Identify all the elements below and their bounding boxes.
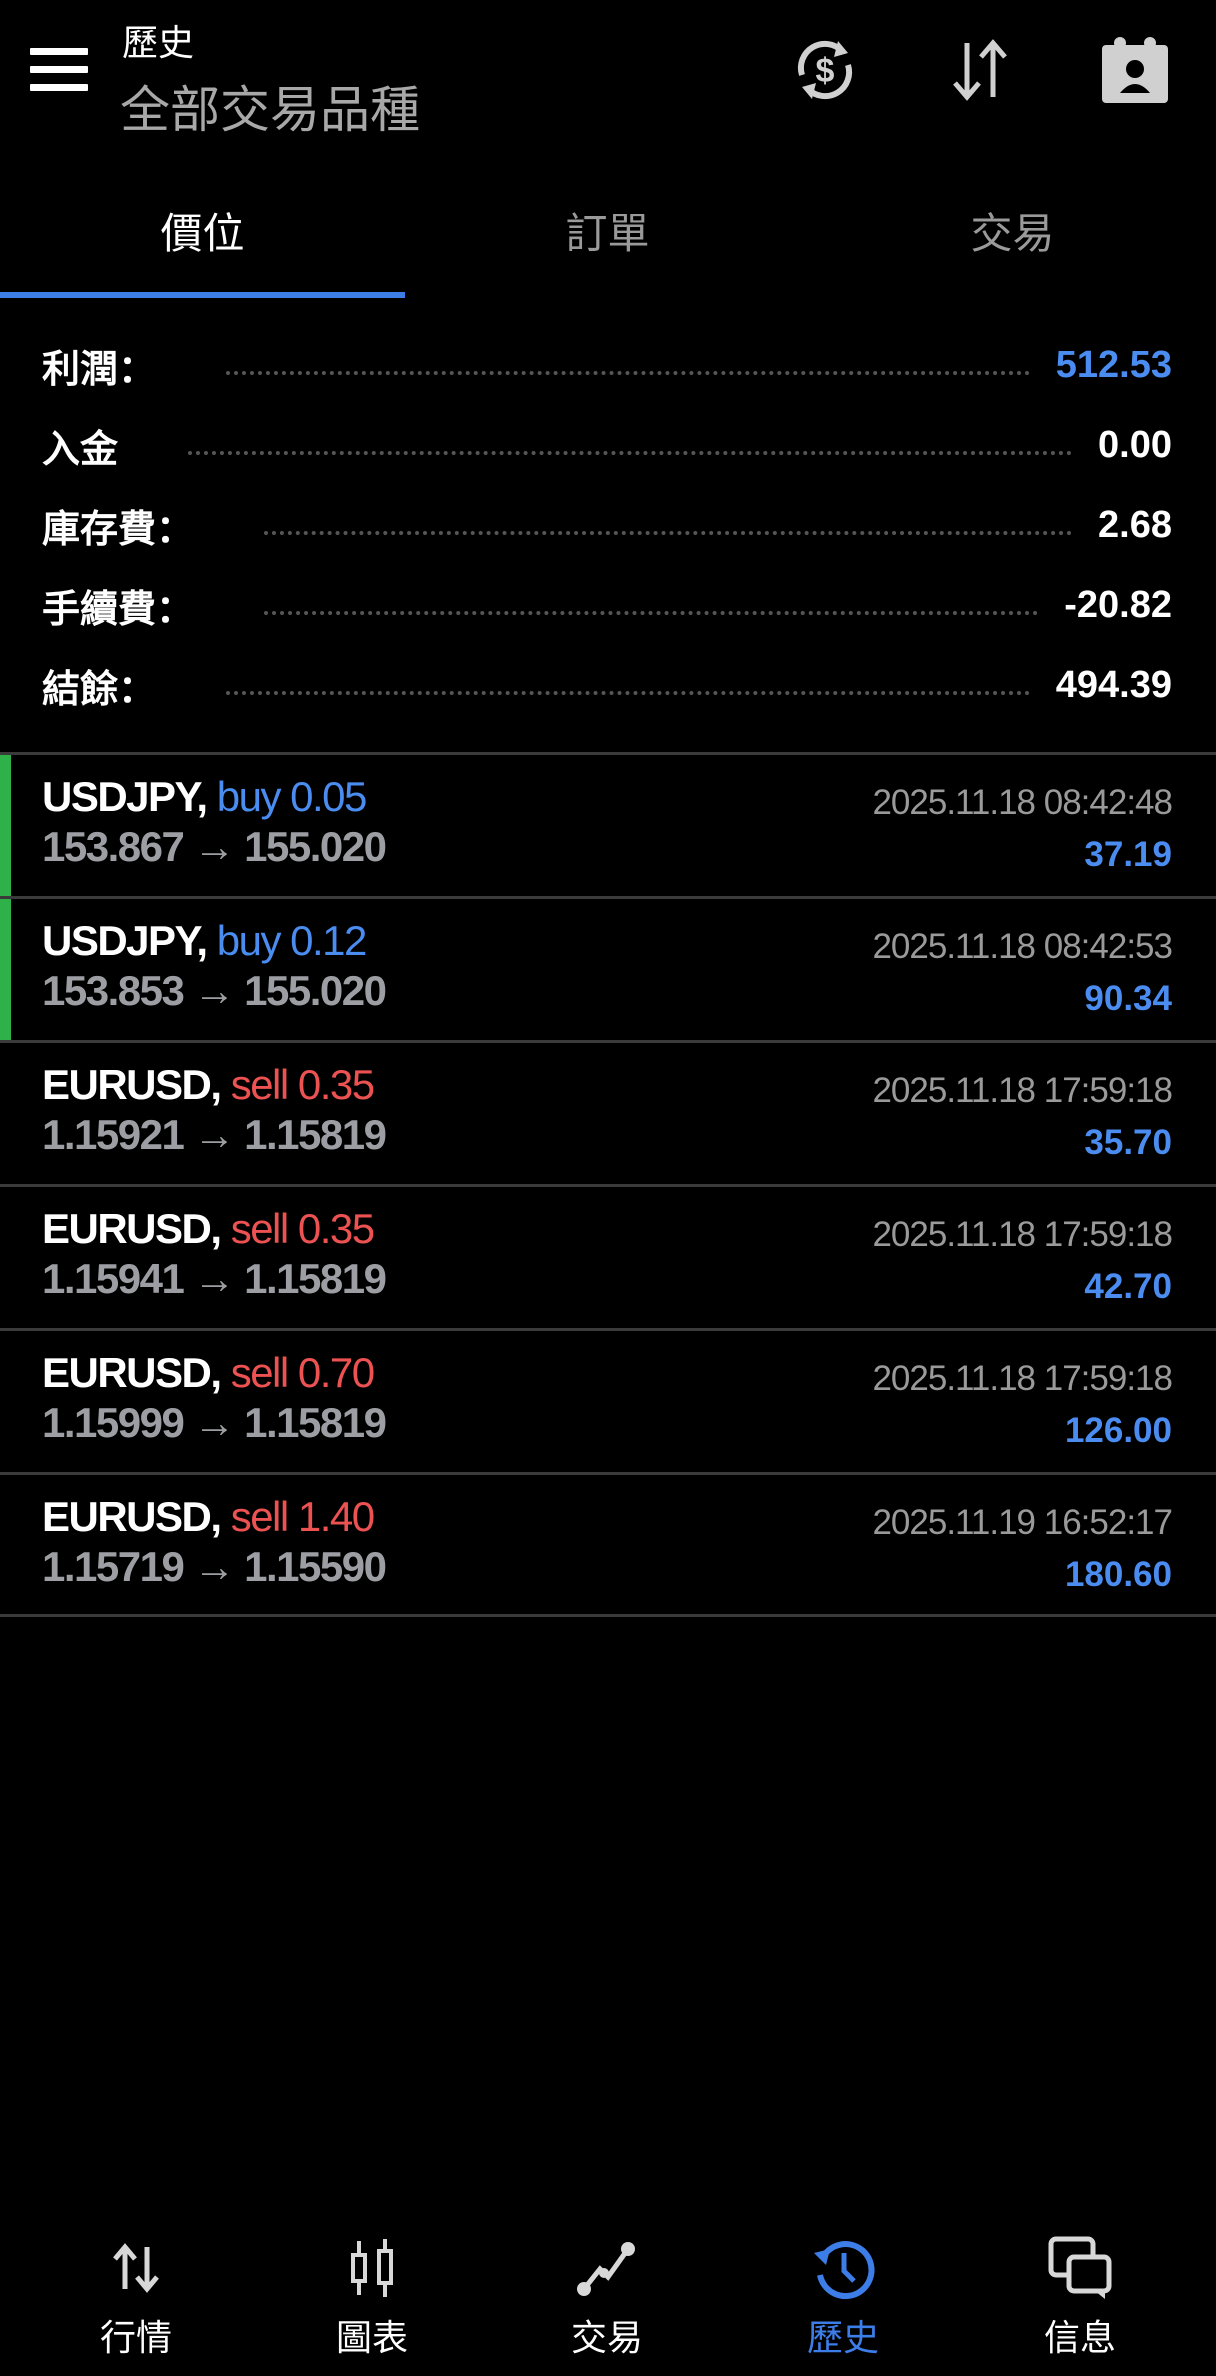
currency-exchange-button[interactable]: $ (790, 35, 860, 105)
trade-icon (577, 2242, 635, 2296)
summary-value: 494.39 (1055, 663, 1172, 706)
active-tab-indicator (0, 292, 405, 298)
deal-row[interactable]: USDJPY, buy 0.05 153.867 → 155.020 2025.… (0, 752, 1216, 896)
summary-value: 512.53 (1055, 343, 1172, 386)
deal-prices: 153.853 → 155.020 (42, 967, 387, 1014)
dotted-leader (264, 611, 1039, 615)
deal-prices: 1.15719 → 1.15590 (42, 1543, 387, 1590)
chart-icon (351, 2239, 393, 2297)
summary-value: 0.00 (1098, 423, 1172, 466)
deal-profit: 37.19 (1084, 835, 1172, 874)
quotes-icon (113, 2243, 159, 2293)
nav-trade[interactable]: 交易 (507, 2235, 707, 2361)
deal-prices: 1.15921 → 1.15819 (42, 1111, 387, 1158)
tab-positions[interactable]: 價位 (160, 210, 245, 257)
deal-time: 2025.11.18 08:42:53 (872, 927, 1173, 966)
nav-history[interactable]: 歷史 (743, 2235, 943, 2361)
summary-row: 利潤： 512.53 (42, 335, 1172, 395)
symbol-filter[interactable]: 全部交易品種 (120, 82, 420, 138)
summary-value: -20.82 (1064, 583, 1172, 626)
deal-profit: 180.60 (1064, 1555, 1172, 1594)
nav-label: 信息 (1043, 2317, 1116, 2358)
deal-time: 2025.11.18 17:59:18 (872, 1215, 1173, 1254)
dotted-leader (226, 691, 1030, 695)
deal-time: 2025.11.18 17:59:18 (872, 1359, 1173, 1398)
nav-messages[interactable]: 信息 (980, 2235, 1180, 2361)
summary-label: 利潤： (42, 348, 157, 391)
open-marker (0, 899, 11, 1040)
deal-row[interactable]: EURUSD, sell 0.35 1.15941 → 1.15819 2025… (0, 1184, 1216, 1328)
nav-label: 歷史 (806, 2317, 879, 2358)
deal-symbol: EURUSD, (42, 1061, 222, 1108)
dotted-leader (264, 531, 1073, 535)
summary-row: 手續費： -20.82 (42, 575, 1172, 635)
deal-prices: 153.867 → 155.020 (42, 823, 387, 870)
history-icon (814, 2241, 875, 2299)
summary-label: 入金 (42, 428, 119, 471)
summary-label: 手續費： (42, 588, 195, 631)
deal-row[interactable]: USDJPY, buy 0.12 153.853 → 155.020 2025.… (0, 896, 1216, 1040)
deal-row[interactable]: EURUSD, sell 1.40 1.15719 → 1.15590 2025… (0, 1472, 1216, 1616)
dotted-leader (188, 451, 1073, 455)
summary-row: 入金 0.00 (42, 415, 1172, 475)
deal-symbol: EURUSD, (42, 1349, 222, 1396)
deal-symbol: EURUSD, (42, 1493, 222, 1540)
nav-label: 行情 (99, 2317, 172, 2358)
contact-card-icon (1102, 37, 1168, 103)
tab-deals[interactable]: 交易 (970, 210, 1055, 257)
nav-quotes[interactable]: 行情 (36, 2235, 236, 2361)
sort-icon (953, 39, 1007, 101)
deal-symbol: EURUSD, (42, 1205, 222, 1252)
divider (0, 1614, 1216, 1617)
deal-side-volume: sell 0.70 (230, 1349, 375, 1396)
dotted-leader (226, 371, 1030, 375)
deal-prices: 1.15941 → 1.15819 (42, 1255, 387, 1302)
deal-row[interactable]: EURUSD, sell 0.35 1.15921 → 1.15819 2025… (0, 1040, 1216, 1184)
open-marker (0, 755, 11, 896)
deal-profit: 126.00 (1064, 1411, 1172, 1450)
deal-symbol: USDJPY, (42, 917, 208, 964)
sort-button[interactable] (945, 35, 1015, 105)
deal-side-volume: buy 0.05 (216, 773, 368, 820)
deal-profit: 42.70 (1084, 1267, 1172, 1306)
page-title: 歷史 (122, 22, 195, 63)
summary-value: 2.68 (1098, 503, 1172, 546)
deal-side-volume: sell 0.35 (230, 1205, 375, 1252)
deal-symbol: USDJPY, (42, 773, 208, 820)
deal-profit: 35.70 (1084, 1123, 1172, 1162)
deal-time: 2025.11.19 16:52:17 (872, 1503, 1173, 1542)
nav-label: 交易 (570, 2317, 643, 2358)
tab-orders[interactable]: 訂單 (565, 210, 650, 257)
deal-side-volume: sell 1.40 (230, 1493, 375, 1540)
deal-prices: 1.15999 → 1.15819 (42, 1399, 387, 1446)
deal-time: 2025.11.18 08:42:48 (872, 783, 1173, 822)
summary-row: 庫存費： 2.68 (42, 495, 1172, 555)
deal-side-volume: buy 0.12 (216, 917, 368, 964)
messages-icon (1048, 2236, 1112, 2299)
contact-card-button[interactable] (1100, 35, 1170, 105)
deal-profit: 90.34 (1084, 979, 1172, 1018)
deal-row[interactable]: EURUSD, sell 0.70 1.15999 → 1.15819 2025… (0, 1328, 1216, 1472)
menu-button[interactable] (30, 48, 88, 92)
summary-row: 結餘： 494.39 (42, 655, 1172, 715)
deal-side-volume: sell 0.35 (230, 1061, 375, 1108)
svg-text:$: $ (816, 52, 835, 90)
nav-chart[interactable]: 圖表 (272, 2235, 472, 2361)
deal-time: 2025.11.18 17:59:18 (872, 1071, 1173, 1110)
summary-label: 庫存費： (42, 508, 195, 551)
currency-exchange-icon: $ (797, 40, 853, 100)
nav-label: 圖表 (335, 2317, 408, 2358)
summary-label: 結餘： (42, 668, 157, 711)
menu-icon (30, 48, 88, 55)
